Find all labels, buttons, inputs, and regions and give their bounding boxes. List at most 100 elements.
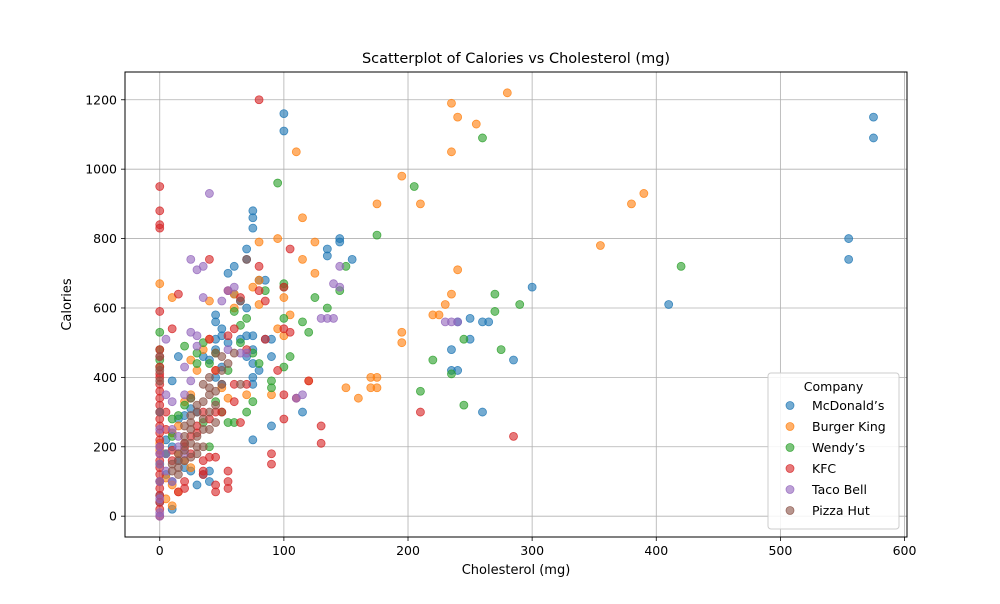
legend-entry: KFC [812,461,836,476]
data-point [335,282,345,292]
data-point [416,199,425,209]
data-point [205,189,214,198]
data-point [242,348,252,358]
data-point [155,494,165,504]
data-point [310,268,320,278]
data-point [155,459,165,469]
data-point [180,362,189,372]
data-point [254,275,264,285]
data-point [447,98,456,108]
data-point [155,511,165,521]
data-point [304,327,314,337]
data-point [211,317,221,327]
data-point [155,279,165,289]
data-point [155,223,165,233]
legend-marker [785,485,795,494]
data-point [186,463,196,472]
data-point [428,310,438,320]
data-point [205,334,214,344]
data-point [322,303,332,313]
series-1 [155,88,649,511]
data-point [397,338,407,348]
data-point [155,407,165,417]
data-point [205,254,214,264]
data-point [254,261,264,271]
axis-ticks: 0 100 200 300 400 500 600 0 200 400 600 800 1000 1200 [85,92,916,558]
data-point [167,376,177,386]
data-point [211,400,221,410]
data-point [298,317,307,327]
data-points [155,88,878,521]
data-point [186,254,196,264]
series-2 [155,133,686,486]
data-point [484,317,494,327]
data-point [223,466,233,476]
x-tick-label: 600 [893,543,917,558]
data-point [279,414,289,424]
data-point [167,397,177,407]
data-point [236,338,245,348]
data-point [347,254,357,264]
data-point [869,133,878,143]
data-point [478,407,487,417]
data-point [205,407,214,417]
data-point [267,449,276,459]
data-point [223,268,233,278]
data-point [173,470,183,479]
y-tick-label: 1200 [85,92,117,107]
data-point [192,341,202,351]
data-point [409,182,419,191]
data-point [273,178,283,188]
data-point [267,383,276,393]
data-point [161,390,171,400]
data-point [496,345,506,355]
data-point [329,313,338,323]
data-point [664,300,674,309]
data-point [254,359,264,368]
data-point [428,355,438,365]
data-point [267,459,276,469]
data-point [490,289,500,299]
data-point [341,383,351,393]
x-axis-label: Cholesterol (mg) [462,563,571,578]
data-point [304,376,314,386]
data-point [229,324,239,334]
y-tick-label: 200 [93,439,117,454]
data-point [639,189,649,198]
legend-entry: McDonald’s [812,398,884,413]
data-point [223,484,233,493]
data-point [869,112,878,122]
data-point [155,206,165,216]
x-tick-label: 500 [768,543,792,558]
data-point [223,359,233,368]
data-point [192,480,202,490]
series-0 [155,109,878,514]
data-point [242,407,252,417]
data-point [155,376,165,386]
data-point [236,379,245,389]
legend-entry: Burger King [812,419,886,434]
data-point [242,390,252,400]
data-point [279,109,289,119]
data-point [372,230,382,240]
data-point [242,254,252,264]
legend-marker [785,422,795,431]
data-point [198,442,208,452]
data-point [211,487,221,497]
data-point [167,501,177,511]
data-point [459,400,469,410]
data-point [310,293,320,302]
data-point [192,449,202,459]
data-point [490,307,500,316]
data-point [316,438,326,448]
data-point [211,348,221,358]
data-point [192,265,202,275]
series-5 [155,254,252,479]
data-point [316,421,326,431]
data-point [186,393,196,403]
data-point [353,393,363,403]
x-tick-label: 200 [396,543,420,558]
y-tick-label: 400 [93,370,117,385]
data-point [279,313,289,323]
data-point [180,341,189,351]
